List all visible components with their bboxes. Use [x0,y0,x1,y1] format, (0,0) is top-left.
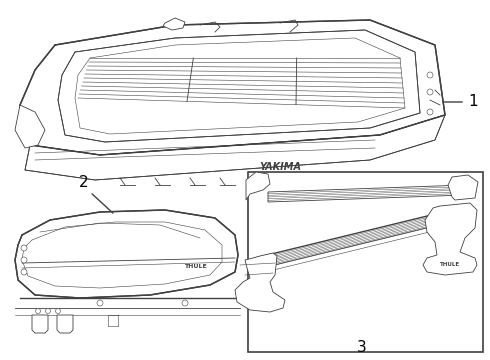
Text: 2: 2 [79,175,89,190]
Polygon shape [235,253,285,312]
Polygon shape [57,315,73,333]
Circle shape [182,300,188,306]
Circle shape [97,300,103,306]
Polygon shape [268,185,465,202]
Circle shape [427,109,433,115]
Circle shape [21,257,27,263]
Circle shape [427,89,433,95]
Circle shape [35,309,41,314]
Polygon shape [253,220,460,275]
Polygon shape [15,105,45,148]
Circle shape [55,309,60,314]
Circle shape [21,245,27,251]
Circle shape [427,72,433,78]
Polygon shape [246,172,270,200]
Circle shape [21,269,27,275]
FancyBboxPatch shape [248,172,483,352]
Polygon shape [448,175,478,200]
Polygon shape [20,20,445,155]
Text: 1: 1 [468,94,478,109]
Text: 3: 3 [357,340,367,355]
Polygon shape [32,315,48,333]
Polygon shape [255,208,460,270]
Text: THULE: THULE [184,265,206,270]
Polygon shape [58,30,420,142]
Polygon shape [423,203,477,275]
Text: YAKIMA: YAKIMA [259,162,301,172]
Text: THULE: THULE [440,262,460,267]
Polygon shape [25,115,445,180]
Polygon shape [163,18,185,30]
Polygon shape [15,210,238,298]
Circle shape [46,309,50,314]
